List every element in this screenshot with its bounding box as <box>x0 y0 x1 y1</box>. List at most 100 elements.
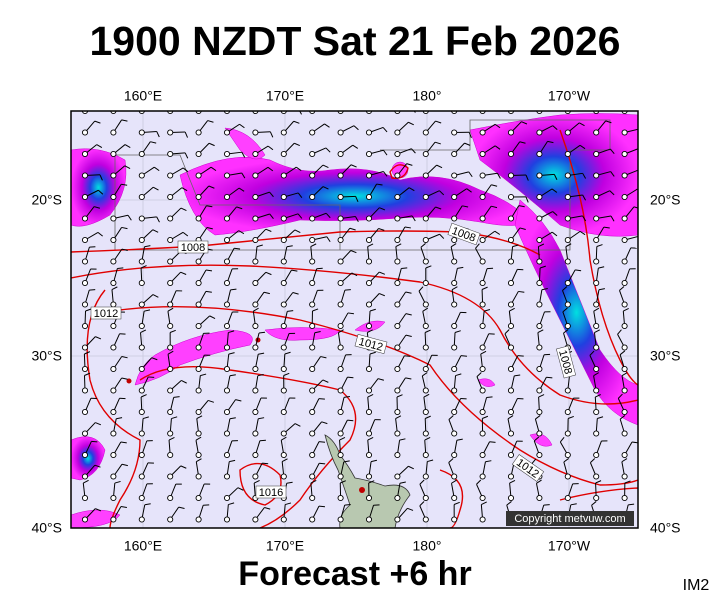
barb-flag <box>621 372 628 377</box>
barb-staff <box>113 111 115 112</box>
barb-flag <box>169 329 176 333</box>
barb-station <box>110 430 117 437</box>
barb-flag <box>518 290 525 293</box>
barb-flag <box>579 122 585 127</box>
barb-flag <box>405 313 412 316</box>
barb-station <box>479 236 486 244</box>
barb-flag <box>521 100 527 102</box>
barb-flag <box>98 189 104 195</box>
barb-flag <box>111 286 118 291</box>
barb-flag <box>269 191 274 198</box>
lat-label: 40°S <box>31 520 62 536</box>
barb-station <box>280 344 287 351</box>
barb-flag <box>509 307 515 312</box>
barb-flag <box>234 247 241 250</box>
barb-flag <box>463 99 469 100</box>
label-box <box>90 306 122 320</box>
barb-station <box>223 258 231 265</box>
barb-flag <box>237 487 244 491</box>
barb-station <box>422 322 429 330</box>
barb-station <box>81 408 89 416</box>
barb-flag <box>353 125 359 131</box>
barb-flag <box>425 265 432 269</box>
barb-station <box>422 473 429 480</box>
barb-station <box>223 193 231 201</box>
barb-flag <box>352 144 359 149</box>
barb-flag <box>208 142 215 147</box>
barb-station <box>110 344 117 351</box>
barb-flag <box>533 436 540 442</box>
barb-flag <box>420 243 426 248</box>
barb-flag <box>121 356 128 359</box>
barb-station <box>309 215 316 222</box>
barb-staff <box>198 111 200 112</box>
barb-flag <box>405 377 412 380</box>
barb-station <box>451 387 458 394</box>
barb-station <box>451 365 458 373</box>
barb-station <box>252 301 259 308</box>
barb-station <box>451 344 458 351</box>
barb-station <box>479 494 486 502</box>
barb-flag <box>450 243 457 248</box>
barb-station <box>422 129 429 136</box>
barb-station <box>621 344 628 351</box>
barb-flag <box>121 377 128 380</box>
barb-station <box>451 150 458 158</box>
barb-station <box>394 387 401 394</box>
barb-flag <box>230 288 237 291</box>
barb-flag <box>408 121 414 126</box>
barb-station <box>365 494 373 502</box>
barb-flag <box>322 379 329 383</box>
barb-flag <box>525 174 529 181</box>
barb-station <box>280 322 287 330</box>
barb-station <box>167 129 174 136</box>
barb-station <box>195 301 202 308</box>
barb-station <box>507 150 515 158</box>
barb-flag <box>476 479 482 485</box>
barb-station <box>536 301 543 308</box>
barb-flag <box>380 101 385 104</box>
barb-station <box>394 344 401 351</box>
barb-station <box>280 236 287 244</box>
barb-flag <box>603 226 610 229</box>
barb-station <box>337 430 344 437</box>
barb-station <box>110 215 117 222</box>
barb-flag <box>294 423 301 427</box>
isobar-label: 1016 <box>259 487 283 499</box>
barb-flag <box>206 227 213 230</box>
barb-station <box>167 365 174 373</box>
barb-staff <box>255 111 257 112</box>
barb-flag <box>489 441 496 443</box>
barb-flag <box>595 394 601 398</box>
barb-flag <box>419 501 425 507</box>
barb-station <box>81 322 89 330</box>
barb-station <box>167 150 174 158</box>
barb-station <box>110 129 117 136</box>
barb-flag <box>239 123 245 129</box>
barb-station <box>394 215 401 222</box>
barb-station <box>593 408 600 416</box>
barb-station <box>422 172 429 179</box>
barb-flag <box>258 331 266 334</box>
barb-flag <box>486 396 493 399</box>
barb-station <box>280 193 287 201</box>
barb-station <box>252 322 259 330</box>
barb-station <box>422 301 429 308</box>
barb-station <box>223 344 231 351</box>
barb-flag <box>575 269 582 272</box>
barb-station <box>422 430 429 437</box>
barb-flag <box>631 441 638 444</box>
barb-station <box>593 301 600 308</box>
barb-station <box>280 387 287 394</box>
barb-station <box>309 344 316 351</box>
barb-flag <box>610 104 614 108</box>
barb-station <box>309 301 316 308</box>
barb-flag <box>531 458 537 464</box>
barb-station <box>309 129 316 136</box>
barb-station <box>422 344 429 351</box>
barb-station <box>167 322 174 330</box>
barb-flag <box>480 350 487 355</box>
barb-station <box>280 129 287 136</box>
barb-station <box>138 301 145 308</box>
